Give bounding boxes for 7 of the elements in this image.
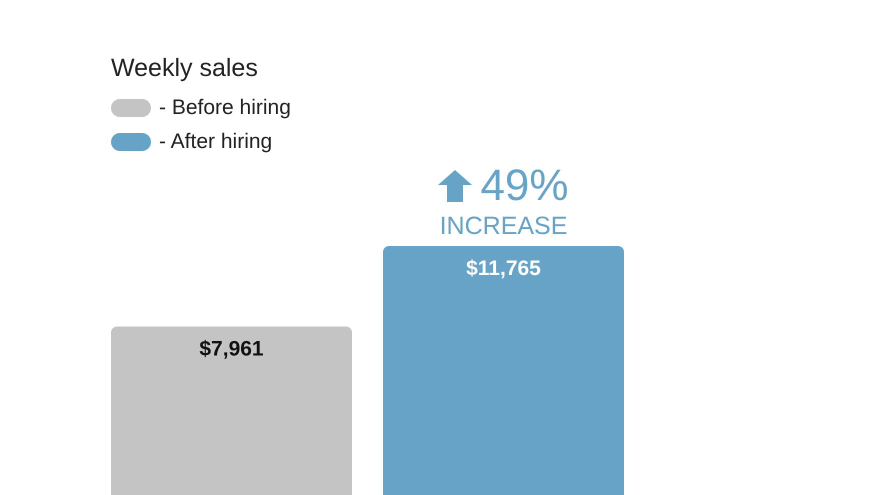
data-label: $7,961 [199, 337, 264, 360]
legend-label: - After hiring [159, 130, 272, 154]
legend-label: - Before hiring [159, 96, 291, 120]
legend-title: Weekly sales [111, 54, 259, 83]
text: 49% [480, 161, 569, 211]
text: INCREASE [438, 212, 568, 241]
data-label: $11,765 [466, 256, 542, 280]
